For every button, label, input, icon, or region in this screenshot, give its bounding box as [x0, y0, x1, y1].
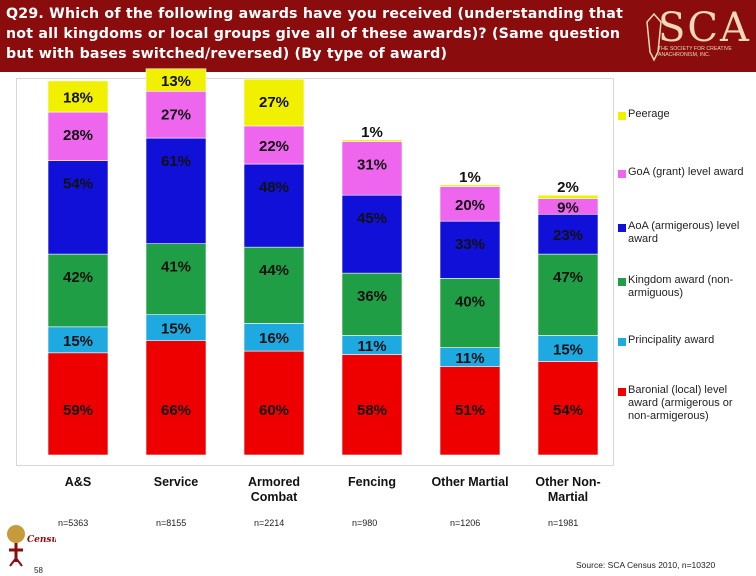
bar-segment	[244, 164, 304, 247]
data-label: 66%	[161, 402, 191, 419]
legend-swatch	[618, 338, 626, 346]
data-label: 23%	[553, 227, 583, 244]
sample-size-label: n=2214	[254, 518, 284, 528]
data-label: 47%	[553, 269, 583, 286]
data-label: 42%	[63, 269, 93, 286]
sample-size-label: n=1981	[548, 518, 578, 528]
bar-segment	[440, 278, 500, 347]
data-label: 27%	[259, 94, 289, 111]
bar-segment	[146, 341, 206, 455]
data-label: 15%	[161, 321, 191, 338]
data-label: 9%	[557, 199, 579, 216]
legend-label: Peerage	[628, 108, 756, 121]
data-label: 40%	[455, 293, 485, 310]
data-label: 18%	[63, 89, 93, 106]
data-label: 22%	[259, 138, 289, 155]
data-label: 16%	[259, 330, 289, 347]
data-label: 51%	[455, 402, 485, 419]
legend-swatch	[618, 278, 626, 286]
legend-label: Kingdom award (non-armiguous)	[628, 274, 756, 300]
category-label: Combat	[251, 490, 298, 504]
data-label: 48%	[259, 179, 289, 196]
data-label: 33%	[455, 236, 485, 253]
data-label: 28%	[63, 127, 93, 144]
data-label: 15%	[553, 341, 583, 358]
data-label: 41%	[161, 259, 191, 276]
data-label: 27%	[161, 106, 191, 123]
census-logo-icon: Census	[4, 518, 56, 572]
legend-label: Principality award	[628, 334, 756, 347]
category-label: Other Martial	[431, 475, 508, 489]
data-label: 1%	[361, 124, 383, 141]
data-label: 60%	[259, 402, 289, 419]
data-label: 58%	[357, 402, 387, 419]
data-label: 61%	[161, 153, 191, 170]
data-label: 31%	[357, 157, 387, 174]
sample-size-label: n=980	[352, 518, 377, 528]
category-label: Other Non-	[535, 475, 600, 489]
data-label: 54%	[63, 176, 93, 193]
category-label: Service	[154, 475, 199, 489]
category-label: A&S	[65, 475, 91, 489]
sample-size-label: n=5363	[58, 518, 88, 528]
bar-segment	[146, 244, 206, 315]
sample-size-label: n=1206	[450, 518, 480, 528]
legend-label: AoA (armigerous) level award	[628, 220, 756, 246]
legend-swatch	[618, 388, 626, 396]
data-label: 2%	[557, 179, 579, 196]
data-label: 45%	[357, 210, 387, 227]
data-label: 11%	[455, 350, 484, 367]
data-label: 44%	[259, 262, 289, 279]
data-label: 59%	[63, 402, 93, 419]
bar-segment	[342, 195, 402, 273]
census-logo-text: Census	[27, 535, 56, 545]
page-number: 58	[34, 566, 43, 575]
legend-swatch	[618, 224, 626, 232]
legend-swatch	[618, 170, 626, 178]
data-label: 11%	[357, 338, 386, 355]
source-note: Source: SCA Census 2010, n=10320	[576, 560, 715, 570]
sample-size-label: n=8155	[156, 518, 186, 528]
legend-label: GoA (grant) level award	[628, 166, 756, 179]
legend-swatch	[618, 112, 626, 120]
data-label: 36%	[357, 288, 387, 305]
category-label: Fencing	[348, 475, 396, 489]
legend-label: Baronial (local) level award (armigerous…	[628, 384, 756, 423]
bar-segment	[244, 247, 304, 323]
data-label: 20%	[455, 197, 485, 214]
data-label: 54%	[553, 402, 583, 419]
category-label: Armored	[248, 475, 300, 489]
data-label: 13%	[161, 73, 191, 90]
bar-segment	[538, 254, 598, 335]
bar-segment	[48, 254, 108, 327]
data-label: 15%	[63, 333, 93, 350]
data-label: 1%	[459, 169, 481, 186]
category-label: Martial	[548, 490, 588, 504]
